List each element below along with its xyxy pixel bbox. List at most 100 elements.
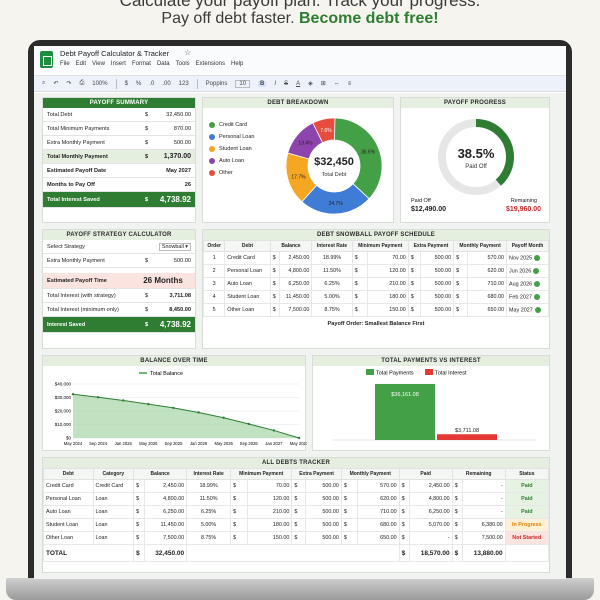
balance-point[interactable]	[272, 429, 276, 432]
schedule-cell-payoff-month: Aug 2026	[506, 277, 549, 291]
balance-point[interactable]	[71, 392, 75, 396]
balance-point[interactable]	[247, 422, 250, 426]
star-icon[interactable]: ☆	[184, 48, 192, 57]
strategy-select[interactable]: Snowball ▾	[158, 242, 191, 251]
payoff-summary-panel: PAYOFF SUMMARY Total Debt $32,450.00 Tota…	[42, 97, 196, 223]
balance-point[interactable]	[96, 396, 100, 399]
balance-point[interactable]	[222, 416, 225, 419]
cell-text: 680.00	[487, 294, 505, 300]
more-formats-button[interactable]: 123	[178, 80, 189, 87]
row-value: 1,370.00	[163, 153, 191, 160]
balance-point[interactable]	[197, 411, 200, 414]
tracker-cell-paid: 2,450.00	[409, 479, 453, 493]
bar-total-interest[interactable]	[437, 434, 497, 440]
summary-row[interactable]: Total Interest Saved $4,738.92	[43, 192, 195, 208]
strikethrough-icon[interactable]: S	[284, 80, 289, 87]
tracker-row[interactable]: Other Loan Loan $7,500.00 8.75% $150.00 $500.…	[43, 531, 550, 545]
summary-row[interactable]: Total Minimum Payments $870.00	[43, 122, 195, 136]
redo-icon[interactable]: ↷	[66, 81, 72, 87]
tracker-cell-remaining: -	[462, 505, 506, 519]
schedule-row[interactable]: 2 Personal Loan $4,800.00 11.50% $120.00 $500…	[202, 264, 549, 278]
payoff-time-row: Estimated Payoff Time 26 Months	[43, 273, 195, 289]
bar-total-payments[interactable]	[375, 383, 435, 440]
schedule-row[interactable]: 4 Student Loan $11,450.00 5.00% $180.00 $500.…	[202, 290, 549, 304]
menu-edit[interactable]: Edit	[75, 61, 87, 67]
menu-data[interactable]: Data	[156, 61, 170, 67]
cell-text: 570.00	[487, 255, 505, 261]
tracker-row[interactable]: Credit Card Credit Card $2,450.00 18.99% $70…	[43, 479, 550, 493]
percent-format-button[interactable]: %	[135, 80, 142, 87]
fill-color-icon[interactable]: ◈	[308, 81, 313, 87]
menu-tools[interactable]: Tools	[175, 61, 190, 67]
print-icon[interactable]: ⎙	[79, 80, 85, 86]
summary-row[interactable]: Total Debt $32,450.00	[43, 108, 195, 122]
schedule-cell-balance: 2,450.00	[278, 251, 313, 265]
schedule-row[interactable]: 1 Credit Card $2,450.00 18.99% $70.00 $500.00…	[202, 251, 549, 265]
menu-help[interactable]: Help	[231, 61, 244, 67]
summary-row[interactable]: Total Monthly Payment $1,370.00	[43, 150, 195, 164]
menu-extensions[interactable]: Extensions	[195, 61, 226, 67]
tracker-cell-currency-symbol: $	[451, 479, 464, 493]
menu-file[interactable]: File	[60, 61, 70, 67]
legend-label: Credit Card	[219, 122, 248, 128]
font-select[interactable]: Poppins	[205, 80, 228, 87]
donut-slice-personal-loan[interactable]	[301, 183, 370, 215]
menu-insert[interactable]: Insert	[110, 61, 126, 67]
font-size-input[interactable]: 10	[235, 79, 251, 88]
merge-icon[interactable]: ⇔	[333, 80, 340, 87]
summary-row[interactable]: Months to Pay Off 26	[43, 178, 195, 192]
paid-off-label: Paid Off	[411, 198, 431, 204]
tracker-row[interactable]: Auto Loan Loan $6,250.00 6.25% $210.00 $500.0…	[43, 505, 550, 519]
legend-swatch	[209, 146, 215, 152]
menu-view[interactable]: View	[92, 61, 105, 67]
schedule-cell-balance: 7,500.00	[278, 303, 313, 317]
tracker-cell-status: Not Started	[504, 531, 550, 545]
legend-item: Credit Card	[209, 122, 254, 128]
schedule-cell-order: 1	[202, 251, 226, 265]
summary-row[interactable]: Extra Monthly Payment $500.00	[43, 136, 195, 150]
borders-icon[interactable]: ⊞	[320, 81, 326, 87]
cell-text: $	[272, 268, 276, 274]
schedule-cell-debt: Auto Loan	[224, 277, 271, 291]
document-title[interactable]: Debt Payoff Calculator & Tracker	[60, 49, 170, 58]
cell-text: $	[354, 307, 358, 313]
currency-symbol: $	[451, 544, 464, 562]
balance-point[interactable]	[147, 402, 150, 406]
balance-point[interactable]	[297, 436, 301, 440]
search-icon[interactable]: ⌕	[42, 80, 46, 86]
donut-slice-auto-loan[interactable]	[287, 122, 324, 160]
tracker-cell-balance: 11,450.00	[143, 518, 188, 532]
row-label: Estimated Payoff Time	[47, 277, 107, 284]
tracker-cell-balance: 7,500.00	[143, 531, 188, 545]
balance-point[interactable]	[122, 399, 125, 402]
donut-slice-student-loan[interactable]	[285, 152, 318, 203]
tracker-cell-currency-symbol: $	[340, 492, 358, 506]
undo-icon[interactable]: ↶	[53, 81, 59, 87]
tracker-row[interactable]: Student Loan Loan $11,450.00 5.00% $180.00 $5…	[43, 518, 550, 532]
col-header: Debt	[224, 240, 271, 252]
schedule-row[interactable]: 5 Other Loan $7,500.00 8.75% $150.00 $500.00 $…	[202, 303, 549, 317]
align-icon[interactable]: ≡	[347, 80, 352, 87]
decrease-decimals-button[interactable]: .0	[149, 80, 155, 87]
cell-text: 2,450.00	[288, 255, 310, 261]
schedule-row[interactable]: 3 Auto Loan $6,250.00 6.25% $210.00 $500.00 $7…	[202, 277, 549, 291]
schedule-cell-extra-payment: 500.00	[420, 277, 455, 291]
italic-icon[interactable]: I	[274, 80, 277, 87]
increase-decimals-button[interactable]: .00	[162, 80, 171, 87]
text-color-icon[interactable]: A	[296, 80, 301, 87]
tracker-row[interactable]: Personal Loan Loan $4,800.00 11.50% $120.00 $…	[43, 492, 550, 506]
tracker-cell-currency-symbol: $	[340, 531, 358, 545]
bold-icon[interactable]: B	[258, 80, 267, 87]
currency-format-button[interactable]: $	[124, 80, 128, 87]
summary-row[interactable]: Estimated Payoff Date May 2027	[43, 164, 195, 178]
zoom-select[interactable]: 100%	[92, 80, 108, 87]
menu-format[interactable]: Format	[131, 61, 151, 67]
cell-text: 70.00	[392, 255, 406, 261]
cell-text: 4,800.00	[288, 268, 310, 274]
donut-slice-credit-card[interactable]	[334, 117, 383, 200]
debt-donut-chart: $32,450 Total Debt 36.6% 24.7% 17.7% 13.4% 7…	[285, 117, 383, 215]
schedule-cell-debt: Other Loan	[224, 303, 271, 317]
extra-payment-row[interactable]: Extra Monthly Payment $500.00	[43, 254, 195, 268]
legend-label: Student Loan	[219, 146, 252, 152]
balance-point[interactable]	[172, 406, 175, 410]
